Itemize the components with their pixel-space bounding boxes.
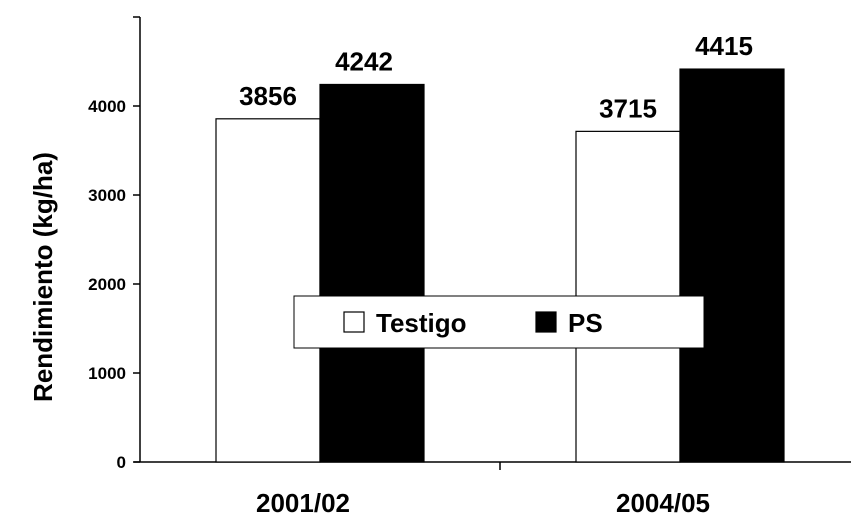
y-tick-label: 2000 <box>88 275 126 294</box>
x-category-label: 2004/05 <box>616 488 710 518</box>
legend-label-testigo: Testigo <box>376 308 467 338</box>
y-axis-title: Rendimiento (kg/ha) <box>28 152 58 402</box>
axes: 0 1000 2000 3000 4000 2001/02 2004/05 <box>88 16 851 518</box>
y-tick-label: 4000 <box>88 97 126 116</box>
bars <box>215 68 785 463</box>
y-tick-label: 3000 <box>88 186 126 205</box>
data-label: 4415 <box>695 31 753 61</box>
data-labels: 3856 4242 3715 4415 <box>239 31 753 123</box>
bar-ps <box>679 68 785 463</box>
x-category-label: 2001/02 <box>256 488 350 518</box>
data-label: 3856 <box>239 81 297 111</box>
legend-swatch-testigo <box>343 311 365 333</box>
y-tick-label: 0 <box>117 453 126 472</box>
bar-ps <box>319 83 425 463</box>
bar-testigo <box>215 118 321 463</box>
data-label: 3715 <box>599 93 657 123</box>
legend-label-ps: PS <box>568 308 603 338</box>
data-label: 4242 <box>335 46 393 76</box>
y-tick-label: 1000 <box>88 364 126 383</box>
legend: Testigo PS <box>293 295 705 349</box>
legend-swatch-ps <box>535 311 557 333</box>
